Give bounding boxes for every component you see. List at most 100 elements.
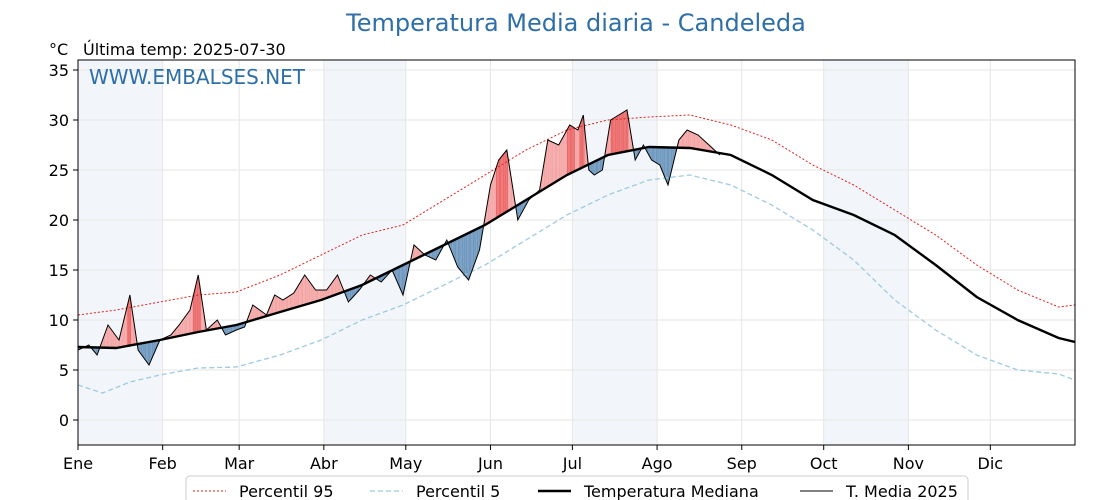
fill-below-median [596,159,599,174]
fill-above-median [271,298,274,315]
fill-below-median [349,289,352,301]
fill-above-median [698,135,700,150]
fill-above-median [123,317,125,347]
fill-above-median [546,140,548,188]
x-tick-label-oct: Oct [810,454,838,473]
fill-below-median [659,147,662,169]
fill-below-median [459,237,461,271]
fill-above-median [493,172,495,220]
fill-above-median [683,133,685,148]
legend-label-median: Temperatura Mediana [583,482,759,500]
fill-above-median [501,155,503,215]
fill-above-median [627,110,629,152]
fill-above-median [314,288,316,302]
fill-above-median [273,295,275,315]
fill-below-median [652,147,655,162]
fill-above-median [687,130,689,148]
fill-above-median [194,286,196,333]
fill-above-median [286,296,289,310]
fill-above-median [181,319,184,336]
fill-above-median [497,160,499,218]
line-percentil-5 [78,174,1075,394]
fill-above-median [105,328,107,348]
fill-below-median [228,326,230,334]
fill-below-median [348,289,350,302]
y-tick-label: 25 [49,161,69,180]
fill-above-median [486,201,488,225]
x-tick-label-ago: Ago [642,454,673,473]
fill-above-median [491,176,494,221]
fill-below-median [592,161,595,175]
fill-above-median [280,298,282,312]
fill-below-median [431,250,434,259]
fill-above-median [106,325,109,348]
fill-below-median [476,228,479,258]
fill-below-median [519,203,521,218]
x-axis: Ene Feb Mar Abr May Jun Jul Ago Sep Oct Nov Dic [63,445,1003,473]
fill-above-median [255,307,257,320]
fill-below-median [520,202,522,215]
fill-above-median [498,158,501,217]
fill-above-median [189,304,192,334]
fill-above-median [576,129,578,171]
fill-below-median [397,267,399,286]
fill-below-median [352,288,354,298]
fill-above-median [568,125,570,175]
fill-below-median [232,325,234,332]
fill-above-median [183,317,185,336]
y-tick-label: 0 [59,411,69,430]
fill-above-median [508,158,510,211]
fill-above-median [703,140,705,151]
legend: Percentil 95 Percentil 5 Temperatura Media… [185,475,969,500]
fill-above-median [702,138,704,151]
fill-below-median [663,147,666,179]
fill-above-median [323,290,326,299]
unit-label: °C [49,40,68,59]
fill-above-median [695,133,697,150]
fill-below-median [230,325,233,333]
fill-below-median [594,161,596,175]
fill-below-median [517,204,520,220]
fill-above-median [553,142,555,184]
fill-above-median [545,148,547,189]
fill-above-median [494,168,496,220]
fill-above-median [261,311,263,318]
fill-above-median [617,115,619,154]
legend-label-p5: Percentil 5 [416,482,500,500]
fill-above-median [310,282,312,304]
fill-above-median [616,115,618,154]
fill-above-median [277,296,279,313]
fill-above-median [185,313,188,335]
fill-above-median [289,294,292,310]
fill-below-median [454,239,457,264]
y-tick-label: 30 [49,111,69,130]
x-tick-label-feb: Feb [149,454,177,473]
line-percentil-95 [78,114,1075,316]
fill-above-median [318,290,320,301]
fill-above-median [505,150,507,213]
fill-above-median [191,298,193,334]
fill-below-median [149,341,151,365]
fill-above-median [303,275,305,306]
fill-above-median [699,136,701,150]
fill-above-median [691,131,693,149]
fill-above-median [258,309,260,319]
fill-above-median [332,280,334,296]
fill-above-median [418,248,420,258]
fill-above-median [317,290,319,302]
fill-above-median [612,118,614,155]
fill-above-median [300,279,302,306]
fill-above-median [560,140,562,180]
fill-below-median [235,325,237,331]
fill-above-median [680,136,682,148]
fill-below-median [434,249,436,260]
fill-above-median [334,276,337,295]
fill-below-median [226,326,229,335]
plot-frame [77,59,1076,446]
fill-below-median [403,264,405,295]
fill-below-median [456,238,458,267]
fill-below-median [140,343,143,356]
fill-above-median [542,165,544,190]
fill-below-median [591,162,593,174]
x-tick-label-jul: Jul [562,454,582,473]
